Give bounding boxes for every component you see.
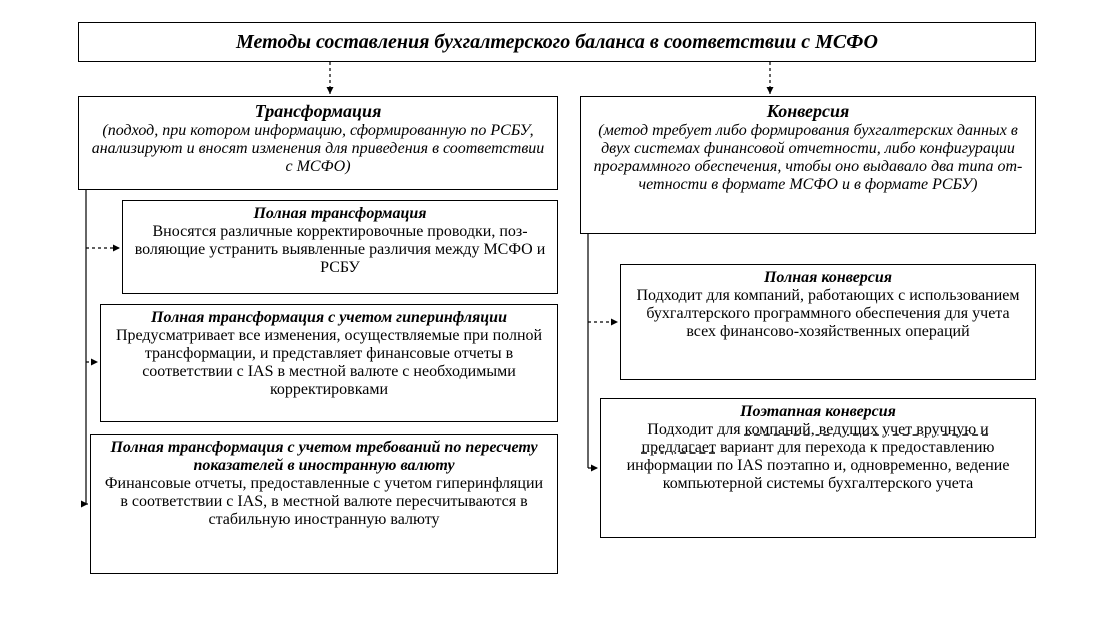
fx-body: Финансовые отчеты, предоставленные с уче…	[101, 475, 547, 529]
hyperinflation-title: Полная трансформация с учетом гиперинфля…	[111, 309, 547, 327]
fx-box: Полная трансформация с учетом требований…	[90, 434, 558, 574]
full-transformation-title: Полная трансформация	[133, 205, 547, 223]
transformation-title: Трансформация	[89, 101, 547, 122]
full-conversion-body: Подходит для компаний, работающих с ис­п…	[631, 287, 1025, 341]
conversion-title: Конверсия	[591, 101, 1025, 122]
transformation-box: Трансформация (подход, при котором инфор…	[78, 96, 558, 190]
staged-conv-body-pre: Подходит для	[647, 421, 744, 438]
full-transformation-body: Вносятся различные корректировочные пров…	[133, 223, 547, 277]
full-conversion-box: Полная конверсия Подходит для компаний, …	[620, 264, 1036, 380]
root-box: Методы составления бухгалтерского баланс…	[78, 22, 1036, 62]
transformation-body: (подход, при котором информацию, сформир…	[89, 122, 547, 176]
root-title: Методы составления бухгалтерского баланс…	[236, 31, 878, 54]
conversion-box: Конверсия (метод требует либо формирован…	[580, 96, 1036, 234]
hyperinflation-body: Предусматривает все изменения, осуществл…	[111, 327, 547, 399]
conversion-body: (метод требует либо формирования бухгалт…	[591, 122, 1025, 194]
staged-conversion-title: Поэтапная конверсия	[611, 403, 1025, 421]
staged-conversion-body: Подходит для компаний, ведущих учет вруч…	[611, 421, 1025, 493]
fx-title: Полная трансформация с учетом требований…	[101, 439, 547, 475]
staged-conversion-box: Поэтапная конверсия Подходит для компани…	[600, 398, 1036, 538]
full-conversion-title: Полная конверсия	[631, 269, 1025, 287]
full-transformation-box: Полная трансформация Вносятся различные …	[122, 200, 558, 294]
hyperinflation-box: Полная трансформация с учетом гиперинфля…	[100, 304, 558, 422]
